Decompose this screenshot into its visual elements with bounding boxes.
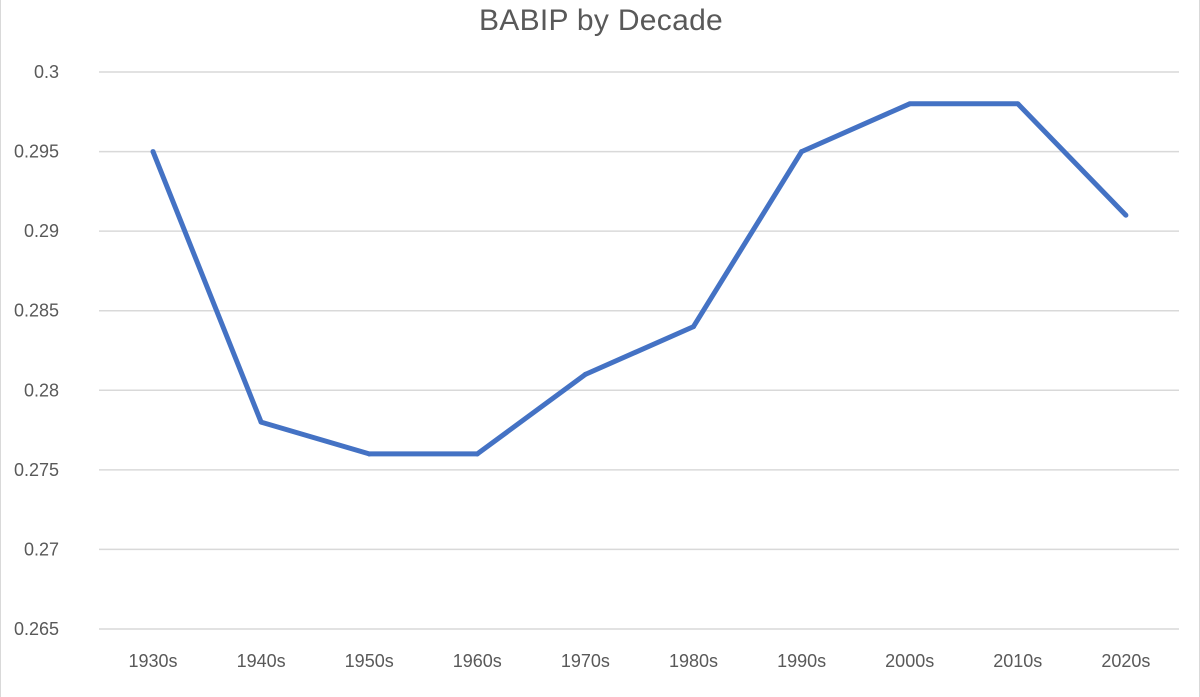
y-tick-label: 0.3 bbox=[34, 62, 59, 82]
x-tick-label: 2000s bbox=[885, 651, 934, 671]
y-tick-label: 0.265 bbox=[14, 619, 59, 639]
chart-title: BABIP by Decade bbox=[478, 4, 724, 37]
x-tick-label: 1970s bbox=[561, 651, 610, 671]
data-point bbox=[799, 149, 805, 155]
data-point bbox=[366, 451, 372, 457]
series-lines bbox=[150, 101, 1129, 457]
y-tick-label: 0.275 bbox=[14, 460, 59, 480]
x-tick-label: 1990s bbox=[777, 651, 826, 671]
data-point bbox=[258, 419, 264, 425]
y-tick-label: 0.285 bbox=[14, 301, 59, 321]
y-tick-label: 0.295 bbox=[14, 142, 59, 162]
data-point bbox=[474, 451, 480, 457]
data-point bbox=[582, 371, 588, 377]
data-point bbox=[1123, 212, 1129, 218]
y-tick-label: 0.28 bbox=[24, 380, 59, 400]
x-axis-tick-labels: 1930s 1940s 1950s 1960s 1970s 1980s 1990s 2000s… bbox=[128, 651, 1150, 671]
gridlines bbox=[99, 71, 1179, 630]
data-point bbox=[150, 149, 156, 155]
x-tick-label: 1960s bbox=[453, 651, 502, 671]
x-tick-label: 1980s bbox=[669, 651, 718, 671]
data-point bbox=[1015, 101, 1021, 107]
y-tick-label: 0.29 bbox=[24, 221, 59, 241]
x-tick-label: 2020s bbox=[1101, 651, 1150, 671]
x-tick-label: 1950s bbox=[345, 651, 394, 671]
x-tick-label: 1930s bbox=[128, 651, 177, 671]
x-tick-label: 1940s bbox=[237, 651, 286, 671]
y-tick-label: 0.27 bbox=[24, 539, 59, 559]
y-axis-tick-labels: 0.265 0.27 0.275 0.28 0.285 0.29 0.295 0.3 bbox=[14, 62, 59, 639]
series-line bbox=[150, 101, 1128, 457]
x-tick-label: 2010s bbox=[993, 651, 1042, 671]
data-point bbox=[691, 324, 696, 330]
data-point bbox=[907, 101, 913, 107]
